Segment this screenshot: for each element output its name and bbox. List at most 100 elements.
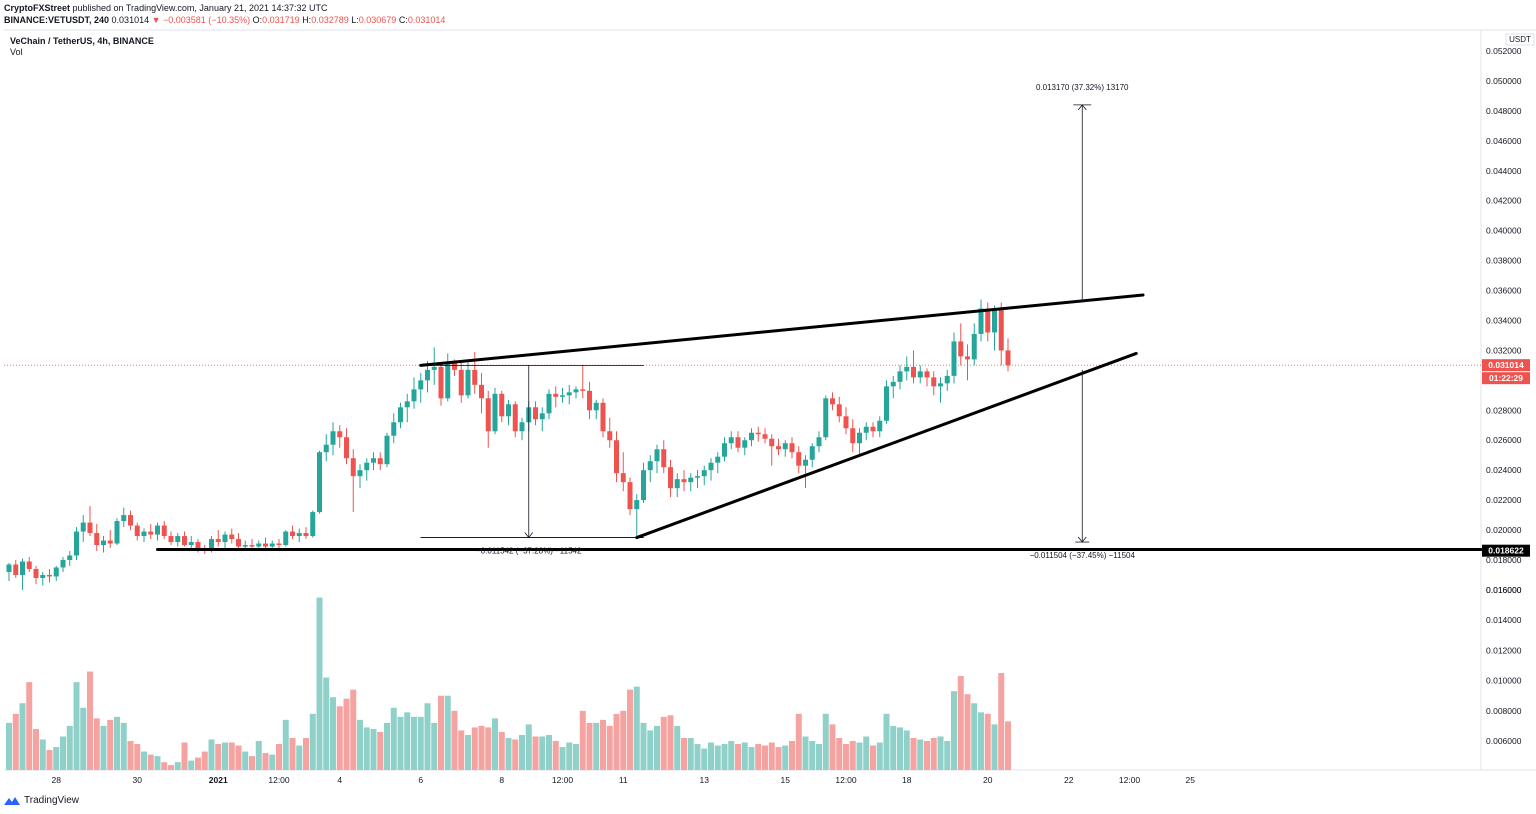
candle-body [627,482,633,510]
candle-body [769,438,775,447]
volume-bar [505,737,512,770]
candle-body [492,393,498,432]
price-tick-label: 0.034000 [1486,315,1522,325]
volume-bar [134,744,141,770]
volume-bar [964,694,971,770]
volume-tick-label: 0.014000 [1486,615,1522,625]
measure-label: 0.013170 (37.32%) 13170 [1036,83,1129,92]
volume-bar [208,739,215,770]
plot-area [4,30,1480,770]
volume-bar [269,754,276,770]
candle-body [917,371,923,378]
time-tick-label: 4 [337,775,342,785]
volume-bar [1005,721,1011,770]
candle-body [182,536,187,546]
legend-volume[interactable]: Vol [10,47,23,57]
volume-bar [606,725,613,770]
candle-body [357,470,363,477]
volume-bar [613,713,620,770]
tradingview-footer[interactable]: TradingView [4,795,79,806]
volume-bar [87,671,93,770]
volume-bar [768,742,775,770]
volume-bar [296,745,303,770]
volume-bar [357,719,363,770]
time-tick-label: 12:00 [835,775,857,785]
time-tick-label: 30 [133,775,143,785]
volume-bar [100,725,107,770]
volume-bar [978,712,984,770]
candle-body [13,564,19,575]
price-change: ▼ −0.003581 (−10.35%) [151,15,251,25]
price-tick-label: 0.022000 [1486,495,1522,505]
volume-bar [309,713,316,770]
time-tick-label: 6 [418,775,423,785]
high-label: H: [302,15,312,25]
volume-bar [228,742,235,770]
candle-body [290,531,295,537]
tradingview-brand: TradingView [24,795,80,806]
volume-bar [404,712,411,770]
candle-body [715,456,721,463]
volume-bar [282,719,289,770]
volume-bar [924,741,930,770]
volume-bar [73,682,80,770]
volume-bar [829,724,836,770]
volume-bar [478,725,485,770]
volume-bar [883,713,890,770]
volume-bar [640,722,647,770]
volume-bar [316,597,323,770]
candle-body [830,398,835,405]
volume-bar [336,706,343,770]
candle-body [364,462,370,471]
volume-bar [465,734,471,770]
volume-bar [654,725,660,770]
author-name[interactable]: CryptoFXStreet [4,3,71,13]
candle-body [6,564,12,572]
candle-body [384,435,390,465]
candle-body [188,542,194,546]
volume-bar [174,762,181,770]
candle-body [749,432,754,441]
volume-bar [235,745,242,770]
symbol-label[interactable]: BINANCE:VETUSDT, 240 [4,15,110,25]
candle-body [634,500,640,510]
time-tick-label: 20 [983,775,993,785]
open-label: O: [252,15,263,25]
price-tick-label: 0.038000 [1486,256,1522,266]
candle-body [323,444,329,453]
candle-body [823,398,829,438]
candle-body [998,308,1004,351]
candle-body [1005,350,1011,366]
candle-body [303,533,309,537]
candle-body [452,362,457,370]
volume-bar [937,736,944,770]
volume-bar [431,722,438,770]
candle-body [816,437,822,447]
candle-body [215,539,221,543]
candle-body [317,452,322,513]
publish-header: CryptoFXStreet published on TradingView.… [0,0,1536,28]
price-badge-label: 01:22:29 [1489,373,1523,383]
volume-bar [600,719,606,770]
volume-bar [525,724,532,770]
volume-bar [377,731,384,770]
volume-bar [471,727,478,770]
candle-body [742,440,748,448]
price-badge-label: 0.031014 [1488,360,1524,370]
candle-body [236,539,241,547]
candle-body [701,470,707,477]
candle-body [904,366,910,372]
candle-body [128,515,133,526]
volume-bar [552,741,559,770]
volume-bar [323,677,330,770]
legend-title[interactable]: VeChain / TetherUS, 4h, BINANCE [10,36,154,46]
candle-body [40,574,46,578]
volume-bar [741,742,748,770]
candle-body [573,389,579,393]
volume-bar [424,703,431,770]
volume-bar [957,676,964,770]
volume-bar [46,750,53,770]
volume-bar [647,730,654,770]
candle-body [141,531,147,537]
